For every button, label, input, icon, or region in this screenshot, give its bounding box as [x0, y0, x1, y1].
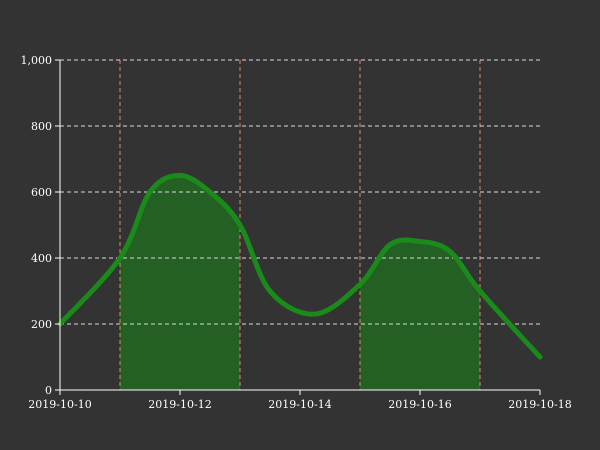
x-tick-label: 2019-10-10	[28, 398, 91, 411]
y-tick-label: 200	[31, 318, 52, 331]
y-tick-label: 400	[31, 252, 52, 265]
x-tick-labels: 2019-10-10 2019-10-12 2019-10-14 2019-10-16…	[28, 390, 572, 411]
y-tick-labels: 0 200 400 600 800 1,000	[21, 54, 60, 397]
shaded-area-2	[360, 240, 480, 390]
series-group	[57, 173, 543, 360]
y-tick-label: 0	[45, 384, 52, 397]
x-tick-label: 2019-10-18	[508, 398, 571, 411]
shaded-areas	[120, 175, 480, 390]
vertical-gridlines	[119, 60, 481, 390]
y-tick-label: 1,000	[21, 54, 53, 67]
x-tick-label: 2019-10-16	[388, 398, 451, 411]
horizontal-gridlines	[60, 59, 540, 325]
x-tick-label: 2019-10-14	[268, 398, 331, 411]
shaded-area-1	[120, 175, 240, 390]
y-tick-label: 800	[31, 120, 52, 133]
series-line	[57, 173, 543, 360]
x-tick-label: 2019-10-12	[148, 398, 211, 411]
y-tick-label: 600	[31, 186, 52, 199]
